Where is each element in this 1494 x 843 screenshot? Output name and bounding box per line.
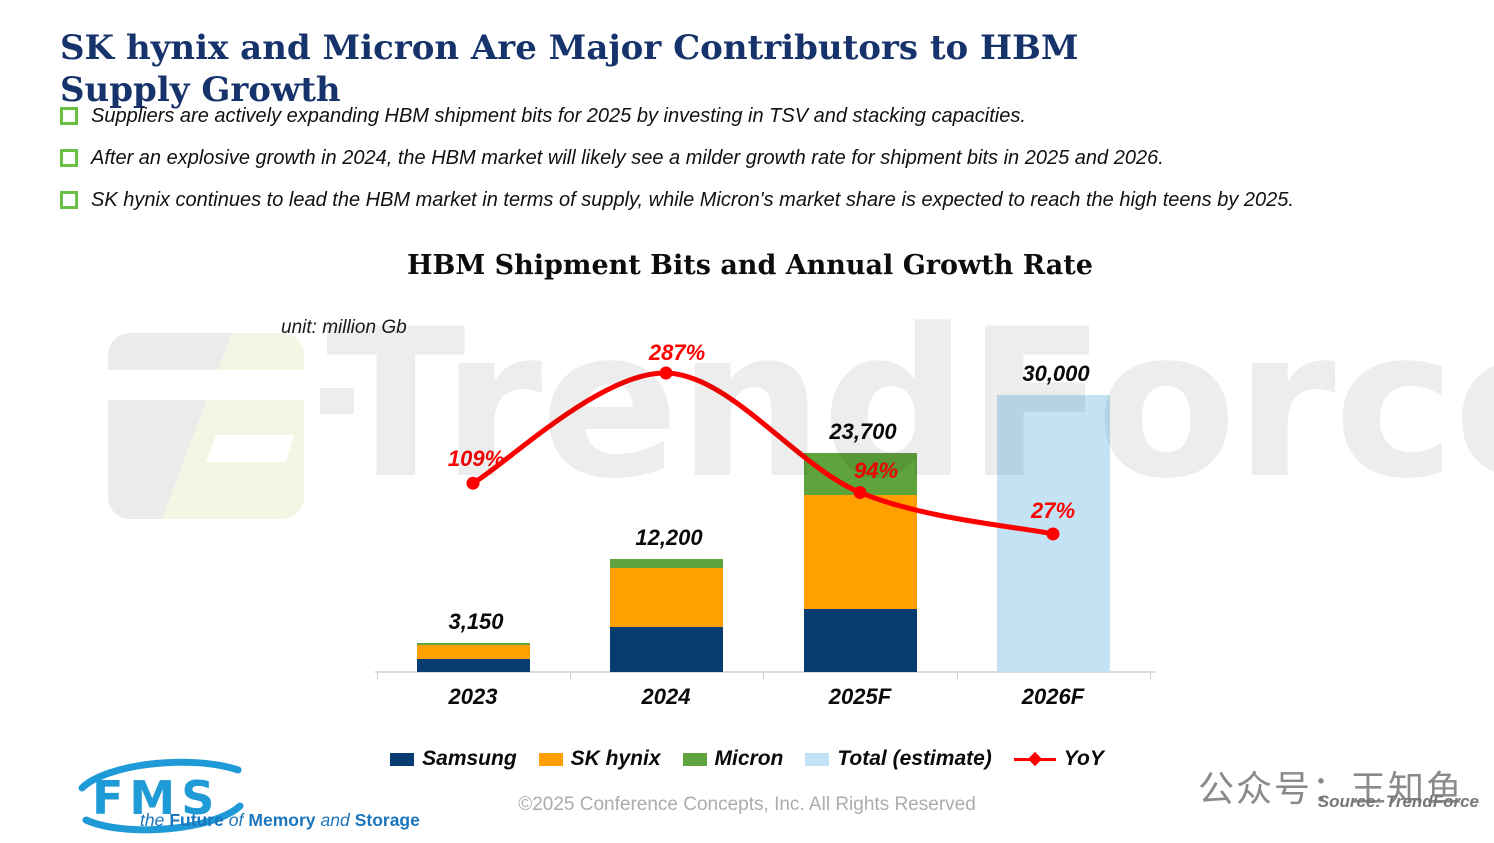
trendforce-text-watermark: TrendForce	[326, 286, 1494, 524]
tagline-word: Storage	[354, 810, 420, 830]
bar-segment-micron-2025f	[803, 453, 917, 496]
legend-label: YoY	[1063, 747, 1104, 770]
bar-segment-sk-hynix-2024	[609, 567, 723, 627]
x-axis-label-2025f: 2025F	[828, 684, 892, 709]
legend-item-yoy: YoY	[1013, 747, 1104, 771]
x-axis-tick	[377, 673, 378, 679]
trendforce-logo-watermark	[108, 333, 354, 519]
yoy-label-2023: 109%	[447, 446, 505, 472]
x-axis-line	[375, 671, 1155, 673]
bullet-item: After an explosive growth in 2024, the H…	[60, 143, 1420, 173]
yoy-line-marker-icon	[1013, 751, 1056, 767]
bar-segment-sk-hynix-2023	[416, 644, 530, 659]
legend-label: Total (estimate)	[837, 747, 992, 770]
chart-title: HBM Shipment Bits and Annual Growth Rate	[407, 250, 1093, 281]
yoy-label-2026f: 27%	[1030, 497, 1076, 523]
bar-segment-sk-hynix-2025f	[803, 495, 917, 610]
unit-label: unit: million Gb	[281, 317, 407, 338]
tagline-word: the	[140, 810, 165, 830]
legend-item-micron: Micron	[682, 747, 784, 771]
bullet-item: SK hynix continues to lead the HBM marke…	[60, 185, 1420, 215]
yoy-label-2025f: 94%	[853, 458, 899, 484]
legend-label: Micron	[714, 747, 784, 770]
yoy-diamond-icon	[1027, 751, 1042, 767]
yoy-line-path	[470, 370, 1056, 537]
bullet-text: SK hynix continues to lead the HBM marke…	[91, 189, 1294, 211]
bullet-list: Suppliers are actively expanding HBM shi…	[60, 101, 1420, 227]
total-label-2023: 3,150	[448, 608, 504, 634]
total-label-2026f: 30,000	[1022, 361, 1090, 387]
tagline-word: of	[228, 810, 244, 830]
yoy-point-2023	[466, 476, 480, 490]
fms-logo: FMS	[78, 758, 244, 834]
x-axis-tick	[763, 673, 764, 679]
bar-segment-samsung-2024	[609, 626, 723, 672]
micron-swatch-icon	[682, 752, 707, 766]
x-axis-tick	[957, 673, 958, 679]
wechat-account-text: 公众号：王知鱼	[1197, 768, 1464, 809]
legend-item-samsung: Samsung	[390, 747, 517, 771]
bullet-square-icon	[60, 149, 78, 167]
bar-segment-total-estimate--2026f	[996, 395, 1110, 672]
x-axis-tick	[1150, 673, 1151, 679]
bullet-text: After an explosive growth in 2024, the H…	[91, 147, 1164, 169]
page-title: SK hynix and Micron Are Major Contributo…	[60, 27, 1079, 110]
legend-item-sk-hynix: SK hynix	[538, 747, 661, 771]
bar-segment-samsung-2025f	[803, 609, 917, 672]
fms-logo-text: FMS	[92, 771, 220, 825]
bar-segment-micron-2023	[416, 642, 530, 645]
bullet-item: Suppliers are actively expanding HBM shi…	[60, 101, 1420, 131]
yoy-point-2025f	[853, 485, 867, 499]
bar-segment-micron-2024	[609, 559, 723, 568]
samsung-swatch-icon	[390, 752, 415, 766]
bullet-square-icon	[60, 191, 78, 209]
tagline-word: and	[320, 810, 350, 830]
bullet-text: Suppliers are actively expanding HBM shi…	[91, 105, 1026, 127]
tagline-word: Memory	[248, 810, 316, 830]
legend-label: SK hynix	[570, 747, 661, 770]
yoy-label-2024: 287%	[648, 340, 706, 365]
source-text: Source: TrendForce	[1317, 792, 1479, 811]
yoy-point-2024	[659, 366, 673, 380]
legend-item-total-estimate: Total (estimate)	[805, 747, 992, 771]
x-axis-label-2023: 2023	[448, 684, 498, 709]
sk-hynix-swatch-icon	[538, 752, 563, 766]
bar-segment-samsung-2023	[416, 658, 530, 672]
yoy-point-2026f	[1046, 527, 1060, 541]
tagline-word: Future	[169, 810, 224, 830]
x-axis-tick	[570, 673, 571, 679]
total-label-2024: 12,200	[635, 525, 703, 551]
x-axis-label-2024: 2024	[641, 684, 691, 709]
chart-legend: Samsung SK hynix Micron Total (estimate)…	[0, 747, 1494, 771]
total-label-2025f: 23,700	[829, 419, 897, 445]
x-axis-label-2026f: 2026F	[1021, 684, 1085, 709]
fms-tagline: the Future of Memory and Storage	[140, 810, 425, 831]
total-estimate-swatch-icon	[805, 752, 830, 766]
legend-label: Samsung	[422, 747, 517, 770]
bullet-square-icon	[60, 107, 78, 125]
copyright-text: ©2025 Conference Concepts, Inc. All Righ…	[518, 794, 976, 815]
